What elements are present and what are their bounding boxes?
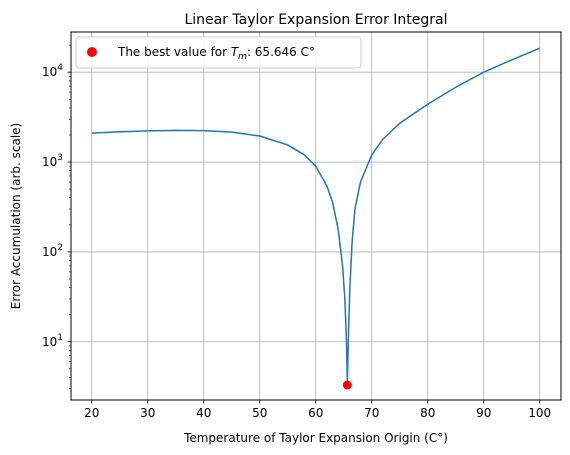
series-layer	[91, 47, 541, 390]
y-tick-label: 103	[42, 153, 63, 169]
y-tick-label: 101	[42, 333, 63, 349]
x-tick-label: 30	[140, 406, 155, 420]
x-tick-label: 90	[476, 406, 491, 420]
grid	[71, 32, 561, 400]
legend-marker	[87, 47, 97, 57]
y-tick-label: 104	[42, 63, 63, 79]
error-curve	[91, 47, 541, 386]
x-tick-label: 100	[528, 406, 551, 420]
legend-box	[75, 36, 362, 69]
y-tick-label: 102	[42, 243, 63, 259]
legend: The best value for Tm: 65.646 C°	[75, 36, 362, 69]
chart-title: Linear Taylor Expansion Error Integral	[184, 12, 447, 28]
legend-entry: The best value for Tm: 65.646 C°	[117, 45, 315, 62]
x-tick-label: 60	[308, 406, 323, 420]
x-tick-label: 80	[420, 406, 435, 420]
legend-suffix: : 65.646 C°	[247, 45, 315, 59]
x-axis-label: Temperature of Taylor Expansion Origin (…	[183, 431, 448, 445]
legend-symbol: T	[231, 45, 240, 59]
legend-prefix: The best value for	[117, 45, 231, 59]
x-tick-label: 70	[364, 406, 379, 420]
x-tick-label: 50	[252, 406, 267, 420]
best-value-marker	[342, 380, 352, 390]
x-tick-label: 40	[196, 406, 211, 420]
ticks: 20 30 40 50 60 70 80 90 100 101 102 103 104	[42, 44, 551, 420]
y-axis-label: Error Accumulation (arb. scale)	[9, 123, 23, 309]
x-tick-label: 20	[84, 406, 99, 420]
legend-subscript: m	[238, 52, 247, 62]
